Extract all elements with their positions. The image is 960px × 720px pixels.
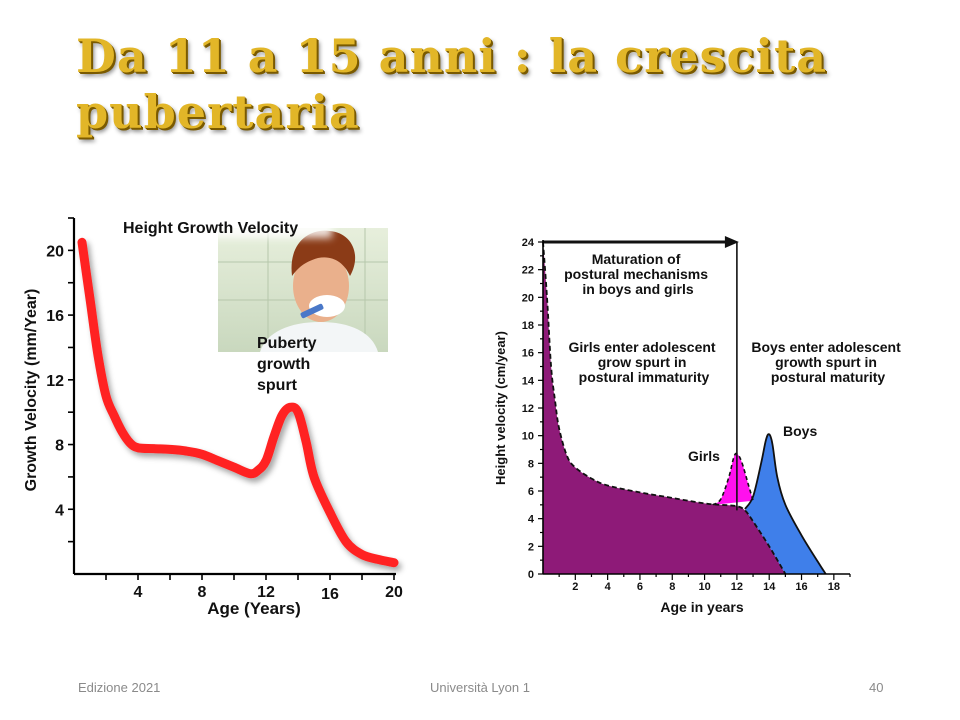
- maturation-line-3: in boys and girls: [582, 281, 693, 297]
- maturation-line-2: postural mechanisms: [564, 266, 708, 282]
- left-x-tick-label: 16: [321, 586, 339, 603]
- left-x-axis-label: Age (Years): [207, 599, 301, 618]
- boys-enter-line-1: Boys enter adolescent: [751, 339, 901, 355]
- left-y-axis-label: Growth Velocity (mm/Year): [23, 289, 40, 492]
- annotation-line-3: spurt: [257, 377, 298, 394]
- right-x-tick-label: 14: [763, 581, 776, 593]
- slide-title-line2: pubertaria: [76, 85, 360, 139]
- right-x-tick-label: 16: [795, 581, 807, 593]
- left-y-tick-label: 8: [55, 438, 64, 455]
- right-y-tick-label: 22: [522, 265, 534, 277]
- maturation-line-1: Maturation of: [592, 251, 681, 267]
- left-x-tick-label: 12: [257, 584, 275, 601]
- base-area: [543, 242, 786, 574]
- growth-velocity-line: [77, 237, 399, 568]
- footer-university: Università Lyon 1: [430, 680, 530, 695]
- right-y-tick-label: 14: [522, 375, 535, 387]
- shaving-boy-image: [218, 228, 388, 352]
- girls-enter-annotation: Girls enter adolescent grow spurt in pos…: [569, 339, 720, 385]
- boys-enter-annotation: Boys enter adolescent growth spurt in po…: [751, 339, 904, 385]
- footer-page-number: 40: [869, 680, 884, 695]
- boys-enter-line-2: growth spurt in: [775, 354, 877, 370]
- left-y-tick-label: 4: [55, 502, 64, 519]
- girls-outline: [712, 452, 754, 506]
- boys-enter-line-3: postural maturity: [771, 369, 886, 385]
- right-y-tick-label: 10: [522, 431, 534, 443]
- right-x-tick-label: 12: [731, 581, 743, 593]
- right-y-tick-label: 20: [522, 292, 534, 304]
- right-x-tick-label: 8: [669, 581, 675, 593]
- right-y-tick-label: 18: [522, 320, 534, 332]
- right-y-tick-label: 12: [522, 403, 534, 415]
- maturation-arrow-head: [724, 236, 739, 248]
- right-x-tick-label: 18: [828, 581, 840, 593]
- boys-outline: [744, 433, 827, 575]
- annotation-line-2: growth: [257, 356, 310, 373]
- maturation-annotation: Maturation of postural mechanisms in boy…: [564, 251, 712, 297]
- girls-enter-line-3: postural immaturity: [579, 369, 710, 385]
- slide-title-line1: Da 11 a 15 anni : la crescita: [76, 29, 828, 83]
- base-outline: [542, 241, 787, 575]
- right-y-tick-label: 16: [522, 348, 534, 360]
- slide-title: Da 11 a 15 anni : la crescita pubertaria: [76, 28, 896, 140]
- right-x-tick-label: 2: [572, 581, 578, 593]
- girls-label: Girls: [688, 448, 720, 464]
- puberty-spurt-annotation: Puberty growth spurt: [257, 335, 321, 394]
- annotation-line-1: Puberty: [257, 335, 317, 352]
- boys-label: Boys: [783, 423, 817, 439]
- right-y-tick-label: 0: [528, 569, 534, 581]
- right-y-tick-label: 2: [528, 541, 534, 553]
- left-y-tick-label: 20: [46, 243, 64, 260]
- left-chart-title: Height Growth Velocity: [123, 220, 298, 237]
- left-x-tick-label: 8: [198, 584, 207, 601]
- footer-edition: Edizione 2021: [78, 680, 161, 695]
- right-y-tick-label: 8: [528, 458, 534, 470]
- girls-enter-line-2: grow spurt in: [598, 354, 687, 370]
- left-x-tick-label: 4: [134, 584, 143, 601]
- right-x-tick-label: 6: [637, 581, 643, 593]
- left-y-tick-label: 16: [46, 308, 64, 325]
- right-y-tick-label: 4: [528, 514, 535, 526]
- right-y-axis-label: Height velocity (cm/year): [493, 331, 508, 485]
- left-y-tick-label: 12: [46, 373, 64, 390]
- girls-enter-line-1: Girls enter adolescent: [569, 339, 716, 355]
- right-y-tick-label: 24: [522, 237, 535, 249]
- right-x-tick-label: 10: [698, 581, 710, 593]
- right-x-tick-label: 4: [605, 581, 612, 593]
- left-x-tick-label: 20: [385, 584, 403, 601]
- right-y-tick-label: 6: [528, 486, 534, 498]
- right-x-axis-label: Age in years: [660, 599, 743, 615]
